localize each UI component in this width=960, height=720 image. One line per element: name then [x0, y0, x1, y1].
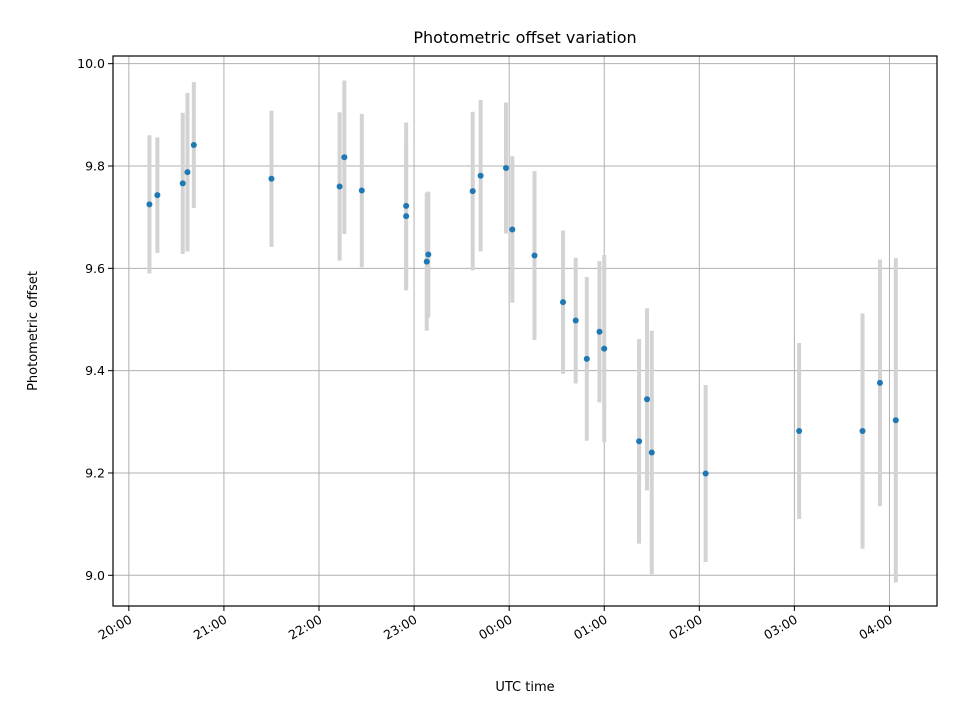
data-point [796, 428, 803, 435]
data-point [572, 317, 579, 324]
data-point [425, 251, 432, 258]
data-point [190, 142, 197, 149]
data-point [477, 172, 484, 179]
data-point [601, 345, 608, 352]
data-point [146, 201, 153, 208]
data-point [502, 165, 509, 172]
data-point [336, 183, 343, 190]
x-axis-label: UTC time [495, 680, 554, 695]
data-point [702, 470, 709, 477]
data-point [892, 417, 899, 424]
data-points [146, 142, 899, 477]
y-tick-label: 9.8 [85, 159, 105, 174]
data-point [341, 154, 348, 161]
data-point [876, 379, 883, 386]
data-point [509, 226, 516, 233]
y-tick-label: 9.4 [85, 363, 105, 378]
y-axis-ticks: 9.0 9.2 9.4 9.6 9.8 10.0 [77, 56, 113, 583]
y-tick-label: 9.2 [85, 465, 105, 480]
data-point [859, 428, 866, 435]
data-point [179, 180, 186, 187]
data-point [469, 188, 476, 195]
data-point [184, 169, 191, 176]
y-axis-label: Photometric offset [26, 271, 41, 391]
data-point [268, 175, 275, 182]
data-point [644, 396, 651, 403]
chart-title: Photometric offset variation [413, 28, 636, 47]
data-point [403, 202, 410, 209]
y-tick-label: 9.6 [85, 261, 105, 276]
data-point [648, 449, 655, 456]
data-point [403, 213, 410, 220]
data-point [636, 438, 643, 445]
data-point [154, 192, 161, 199]
data-point [423, 258, 430, 265]
data-point [583, 355, 590, 362]
plot-frame [112, 55, 938, 607]
y-tick-label: 10.0 [77, 56, 105, 71]
data-point [560, 299, 567, 306]
y-tick-label: 9.0 [85, 568, 105, 583]
data-point [596, 328, 603, 335]
data-point [531, 252, 538, 259]
data-point [358, 187, 365, 194]
